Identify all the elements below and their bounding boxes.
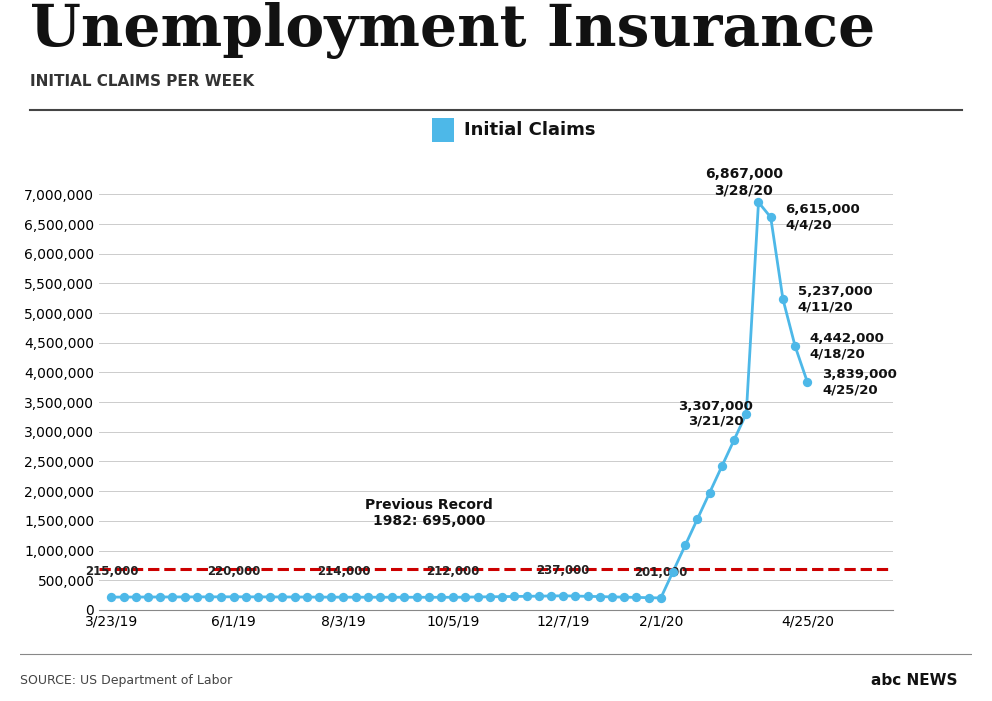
Text: Unemployment Insurance: Unemployment Insurance (30, 2, 875, 60)
Point (299, 592, 314, 603)
Point (103, 592, 119, 603)
Text: 214,000: 214,000 (316, 565, 370, 578)
Point (629, 592, 645, 603)
Text: 237,000: 237,000 (537, 564, 590, 577)
Point (714, 461, 730, 472)
Point (250, 591, 266, 602)
Point (225, 591, 241, 602)
Point (738, 408, 754, 419)
Text: Previous Record
1982: 695,000: Previous Record 1982: 695,000 (365, 498, 493, 528)
Point (665, 566, 681, 577)
Point (128, 592, 144, 603)
Point (347, 592, 363, 603)
Point (360, 592, 376, 603)
Point (689, 513, 705, 524)
Point (592, 591, 608, 602)
Text: 220,000: 220,000 (206, 565, 260, 578)
Point (188, 592, 204, 603)
Text: 4,442,000
4/18/20: 4,442,000 4/18/20 (809, 332, 885, 360)
Text: Initial Claims: Initial Claims (463, 121, 595, 139)
Point (311, 592, 327, 603)
Point (275, 592, 291, 603)
Point (434, 592, 449, 603)
Point (213, 591, 229, 602)
Point (397, 592, 413, 603)
Text: abc NEWS: abc NEWS (871, 673, 958, 688)
Point (421, 592, 436, 603)
Point (653, 592, 669, 604)
Point (567, 590, 583, 601)
Text: 3,307,000
3/21/20: 3,307,000 3/21/20 (679, 400, 753, 428)
Point (543, 590, 558, 601)
Point (445, 592, 461, 603)
Point (116, 592, 132, 603)
Point (177, 592, 192, 603)
Point (494, 591, 510, 602)
Point (616, 592, 632, 603)
Point (384, 592, 400, 603)
Text: 5,237,000
4/11/20: 5,237,000 4/11/20 (798, 285, 872, 313)
Text: SOURCE: US Department of Labor: SOURCE: US Department of Labor (20, 674, 232, 687)
Point (775, 294, 791, 305)
Point (788, 341, 804, 352)
Point (701, 487, 717, 498)
Point (140, 592, 156, 603)
Point (506, 591, 522, 602)
Point (457, 592, 473, 603)
Point (579, 591, 595, 602)
Point (519, 591, 535, 602)
Point (604, 591, 620, 602)
Text: INITIAL CLAIMS PER WEEK: INITIAL CLAIMS PER WEEK (30, 74, 254, 89)
Text: 6,867,000
3/28/20: 6,867,000 3/28/20 (705, 167, 783, 198)
Point (372, 592, 388, 603)
Point (201, 591, 217, 602)
Point (800, 376, 815, 388)
Point (763, 212, 779, 223)
Point (751, 197, 767, 208)
Point (287, 592, 303, 603)
Text: 215,000: 215,000 (84, 565, 138, 578)
Text: 6,615,000
4/4/20: 6,615,000 4/4/20 (786, 203, 860, 231)
FancyBboxPatch shape (432, 118, 454, 142)
Point (556, 590, 571, 601)
Point (165, 592, 181, 603)
Text: 201,000: 201,000 (634, 566, 687, 579)
Point (641, 592, 657, 604)
Text: 3,839,000
4/25/20: 3,839,000 4/25/20 (822, 368, 897, 396)
Text: 212,000: 212,000 (427, 565, 480, 578)
Point (482, 591, 498, 602)
Point (262, 592, 278, 603)
Point (409, 592, 425, 603)
Point (531, 590, 547, 601)
Point (323, 592, 339, 603)
Point (678, 540, 693, 551)
Point (335, 592, 351, 603)
Point (238, 591, 254, 602)
Point (726, 435, 742, 446)
Point (153, 592, 169, 603)
Point (470, 592, 486, 603)
